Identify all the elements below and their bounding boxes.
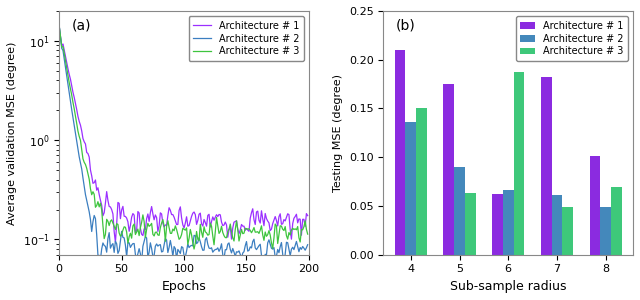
Architecture # 3 [56,25,63,28]
Bar [600,207,611,255]
Architecture # 2 [65,92,73,95]
Text: (a): (a) [72,18,92,32]
Architecture # 1 [102,201,109,205]
Bar [416,109,427,255]
Line: Architecture # 1: Architecture # 1 [60,26,308,242]
Legend: Architecture # 1, Architecture # 2, Architecture # 3: Architecture # 1, Architecture # 2, Arch… [189,16,304,62]
Bar [503,190,513,255]
Architecture # 3 [102,232,109,236]
Architecture # 2 [102,244,109,248]
X-axis label: Sub-sample radius: Sub-sample radius [450,280,566,293]
Y-axis label: Average validation MSE (degree): Average validation MSE (degree) [7,41,17,224]
Architecture # 3 [304,232,312,236]
Architecture # 3 [122,226,129,229]
Bar [563,207,573,255]
Architecture # 3 [292,228,300,232]
Bar [395,50,406,255]
Y-axis label: Testing MSE (degree): Testing MSE (degree) [333,74,344,192]
Architecture # 1 [111,241,119,244]
Bar [589,156,600,255]
Architecture # 2 [284,241,292,244]
Bar [513,72,524,255]
Bar [541,77,552,255]
Architecture # 1 [123,216,131,220]
Architecture # 2 [56,25,63,28]
Architecture # 3 [70,107,78,111]
Architecture # 1 [304,214,312,217]
Architecture # 2 [70,124,78,127]
Text: (b): (b) [396,18,415,32]
Architecture # 1 [65,73,73,76]
Architecture # 2 [304,243,312,247]
Bar [465,193,476,255]
Architecture # 2 [292,240,300,243]
Architecture # 3 [190,247,198,251]
Architecture # 3 [284,237,292,241]
Line: Architecture # 2: Architecture # 2 [60,26,308,266]
Bar [492,194,503,255]
Bar [454,167,465,255]
X-axis label: Epochs: Epochs [162,280,207,293]
Architecture # 2 [122,243,129,247]
Line: Architecture # 3: Architecture # 3 [60,26,308,249]
Architecture # 3 [65,81,73,85]
Architecture # 1 [56,25,63,28]
Architecture # 1 [292,212,300,216]
Bar [611,187,621,255]
Bar [444,84,454,255]
Architecture # 1 [284,212,292,216]
Architecture # 2 [259,264,267,268]
Architecture # 1 [70,96,78,99]
Legend: Architecture # 1, Architecture # 2, Architecture # 3: Architecture # 1, Architecture # 2, Arch… [516,16,628,62]
Bar [406,122,416,255]
Bar [552,195,563,255]
